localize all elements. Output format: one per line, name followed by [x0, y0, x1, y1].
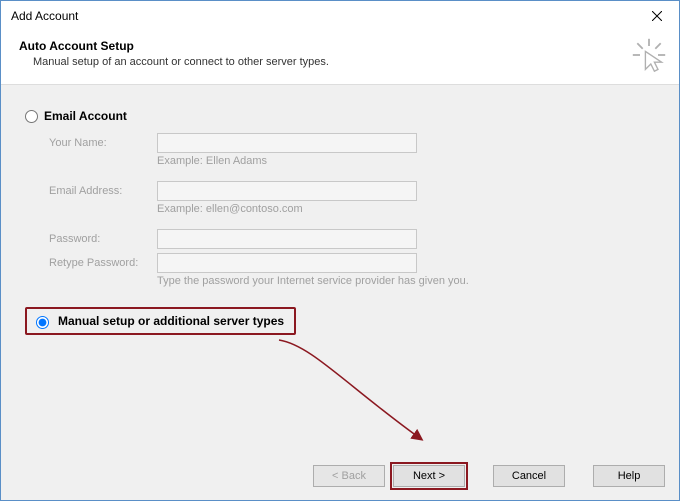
footer: < Back Next > Cancel Help: [1, 452, 679, 500]
email-hint: Example: ellen@contoso.com: [157, 203, 303, 215]
email-account-label: Email Account: [44, 109, 127, 123]
help-button[interactable]: Help: [593, 465, 665, 487]
back-button: < Back: [313, 465, 385, 487]
manual-setup-label: Manual setup or additional server types: [58, 314, 284, 328]
manual-setup-radio[interactable]: [36, 316, 49, 329]
window-title: Add Account: [11, 9, 634, 23]
password-hint: Type the password your Internet service …: [157, 275, 469, 287]
email-label: Email Address:: [49, 185, 157, 197]
your-name-hint: Example: Ellen Adams: [157, 155, 267, 167]
email-account-radio[interactable]: [25, 110, 38, 123]
content-area: Email Account Your Name: Example: Ellen …: [1, 85, 679, 452]
password-label: Password:: [49, 233, 157, 245]
close-icon: [652, 11, 662, 21]
email-account-form: Your Name: Example: Ellen Adams Email Ad…: [49, 133, 659, 287]
your-name-input: [157, 133, 417, 153]
cursor-click-icon: [631, 37, 667, 73]
manual-setup-radio-row[interactable]: Manual setup or additional server types: [25, 307, 296, 335]
add-account-window: Add Account Auto Account Setup Manual se…: [0, 0, 680, 501]
header-subtitle: Manual setup of an account or connect to…: [33, 56, 661, 68]
header-title: Auto Account Setup: [19, 39, 661, 53]
your-name-label: Your Name:: [49, 137, 157, 149]
retype-password-label: Retype Password:: [49, 257, 157, 269]
retype-password-input: [157, 253, 417, 273]
password-input: [157, 229, 417, 249]
header: Auto Account Setup Manual setup of an ac…: [1, 31, 679, 85]
cancel-button[interactable]: Cancel: [493, 465, 565, 487]
close-button[interactable]: [634, 1, 679, 31]
email-account-radio-row[interactable]: Email Account: [25, 109, 659, 123]
email-input: [157, 181, 417, 201]
next-button[interactable]: Next >: [393, 465, 465, 487]
titlebar: Add Account: [1, 1, 679, 31]
